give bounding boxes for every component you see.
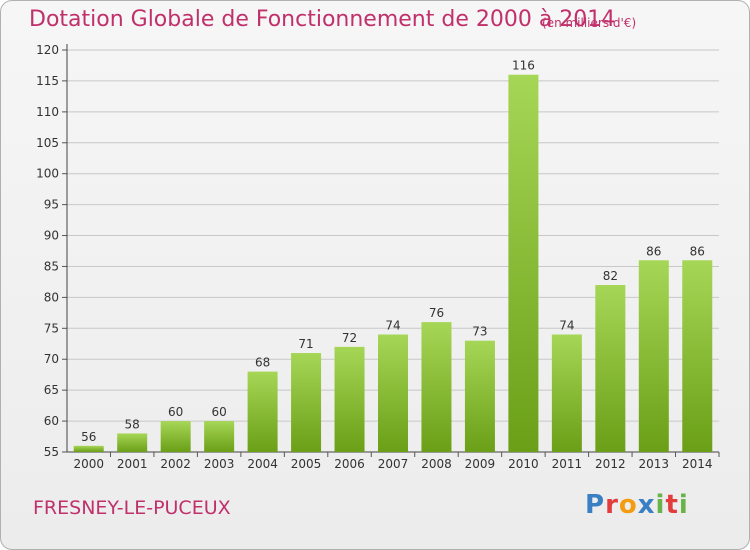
data-label: 86 <box>646 244 661 258</box>
data-label: 60 <box>168 405 183 419</box>
bar-2010 <box>508 74 539 452</box>
x-tick-label: 2010 <box>508 457 539 471</box>
commune-name: FRESNEY-LE-PUCEUX <box>33 497 231 519</box>
bar-2007 <box>378 334 408 452</box>
y-tick-label: 80 <box>44 290 59 304</box>
logo-letter: x <box>637 490 656 520</box>
bar-2011 <box>551 334 582 452</box>
y-tick-label: 70 <box>44 352 59 366</box>
bar-2000 <box>73 445 104 452</box>
x-tick-label: 2005 <box>291 457 322 471</box>
x-tick-label: 2004 <box>247 457 278 471</box>
logo-letter: i <box>655 490 666 520</box>
x-tick-label: 2014 <box>682 457 713 471</box>
x-tick-label: 2007 <box>378 457 409 471</box>
logo-letter: i <box>678 490 689 520</box>
x-tick-label: 2000 <box>73 457 104 471</box>
data-label: 68 <box>255 356 270 370</box>
data-label: 58 <box>125 417 140 431</box>
chart-subtitle: (en milliers d'€) <box>542 16 637 30</box>
bar-2013 <box>638 260 669 452</box>
bars <box>73 74 713 452</box>
bar-2012 <box>595 285 626 452</box>
y-tick-label: 105 <box>36 136 59 150</box>
y-tick-label: 120 <box>36 43 59 57</box>
bar-2006 <box>334 346 365 452</box>
y-tick-label: 55 <box>44 445 59 459</box>
y-tick-label: 110 <box>36 105 59 119</box>
bar-2002 <box>160 421 191 452</box>
bar-2009 <box>464 340 495 452</box>
x-tick-label: 2008 <box>421 457 452 471</box>
y-tick-label: 100 <box>36 167 59 181</box>
data-label: 71 <box>298 337 313 351</box>
x-tick-label: 2006 <box>334 457 365 471</box>
y-tick-label: 115 <box>36 74 59 88</box>
bar-2005 <box>291 353 322 452</box>
x-tick-label: 2011 <box>552 457 583 471</box>
bar-2014 <box>682 260 713 452</box>
data-label: 86 <box>690 244 705 258</box>
x-tick-label: 2003 <box>204 457 235 471</box>
x-tick-label: 2002 <box>160 457 191 471</box>
bar-2003 <box>204 421 235 452</box>
data-label: 74 <box>385 318 400 332</box>
x-tick-label: 2013 <box>639 457 670 471</box>
data-label: 76 <box>429 306 444 320</box>
bar-2008 <box>421 322 452 452</box>
x-tick-label: 2001 <box>117 457 148 471</box>
logo-letter: o <box>618 490 638 520</box>
logo-letter: t <box>665 490 679 520</box>
x-tick-label: 2009 <box>465 457 496 471</box>
y-tick-label: 65 <box>44 383 59 397</box>
bar-2004 <box>247 371 278 452</box>
data-label: 82 <box>603 269 618 283</box>
data-label: 116 <box>512 59 535 73</box>
bar-2001 <box>117 433 148 452</box>
data-label: 56 <box>81 430 96 444</box>
data-label: 74 <box>559 318 574 332</box>
data-label: 73 <box>472 325 487 339</box>
proxiti-logo: Proxiti <box>585 490 689 520</box>
chart-title: Dotation Globale de Fonctionnement de 20… <box>29 7 616 32</box>
y-tick-label: 95 <box>44 198 59 212</box>
y-tick-label: 75 <box>44 321 59 335</box>
x-tick-label: 2012 <box>595 457 626 471</box>
logo-letter: P <box>585 490 606 520</box>
data-labels: 56 58 60 60 68 71 72 74 76 73 116 74 82 86 86 <box>81 59 705 444</box>
logo-letter: r <box>605 490 619 520</box>
y-tick-label: 85 <box>44 259 59 273</box>
data-label: 72 <box>342 331 357 345</box>
y-tick-label: 60 <box>44 414 59 428</box>
axes: 55 60 65 70 75 80 85 90 95 100 105 110 115 120 2000 200… <box>36 43 720 471</box>
data-label: 60 <box>211 405 226 419</box>
y-tick-label: 90 <box>44 229 59 243</box>
